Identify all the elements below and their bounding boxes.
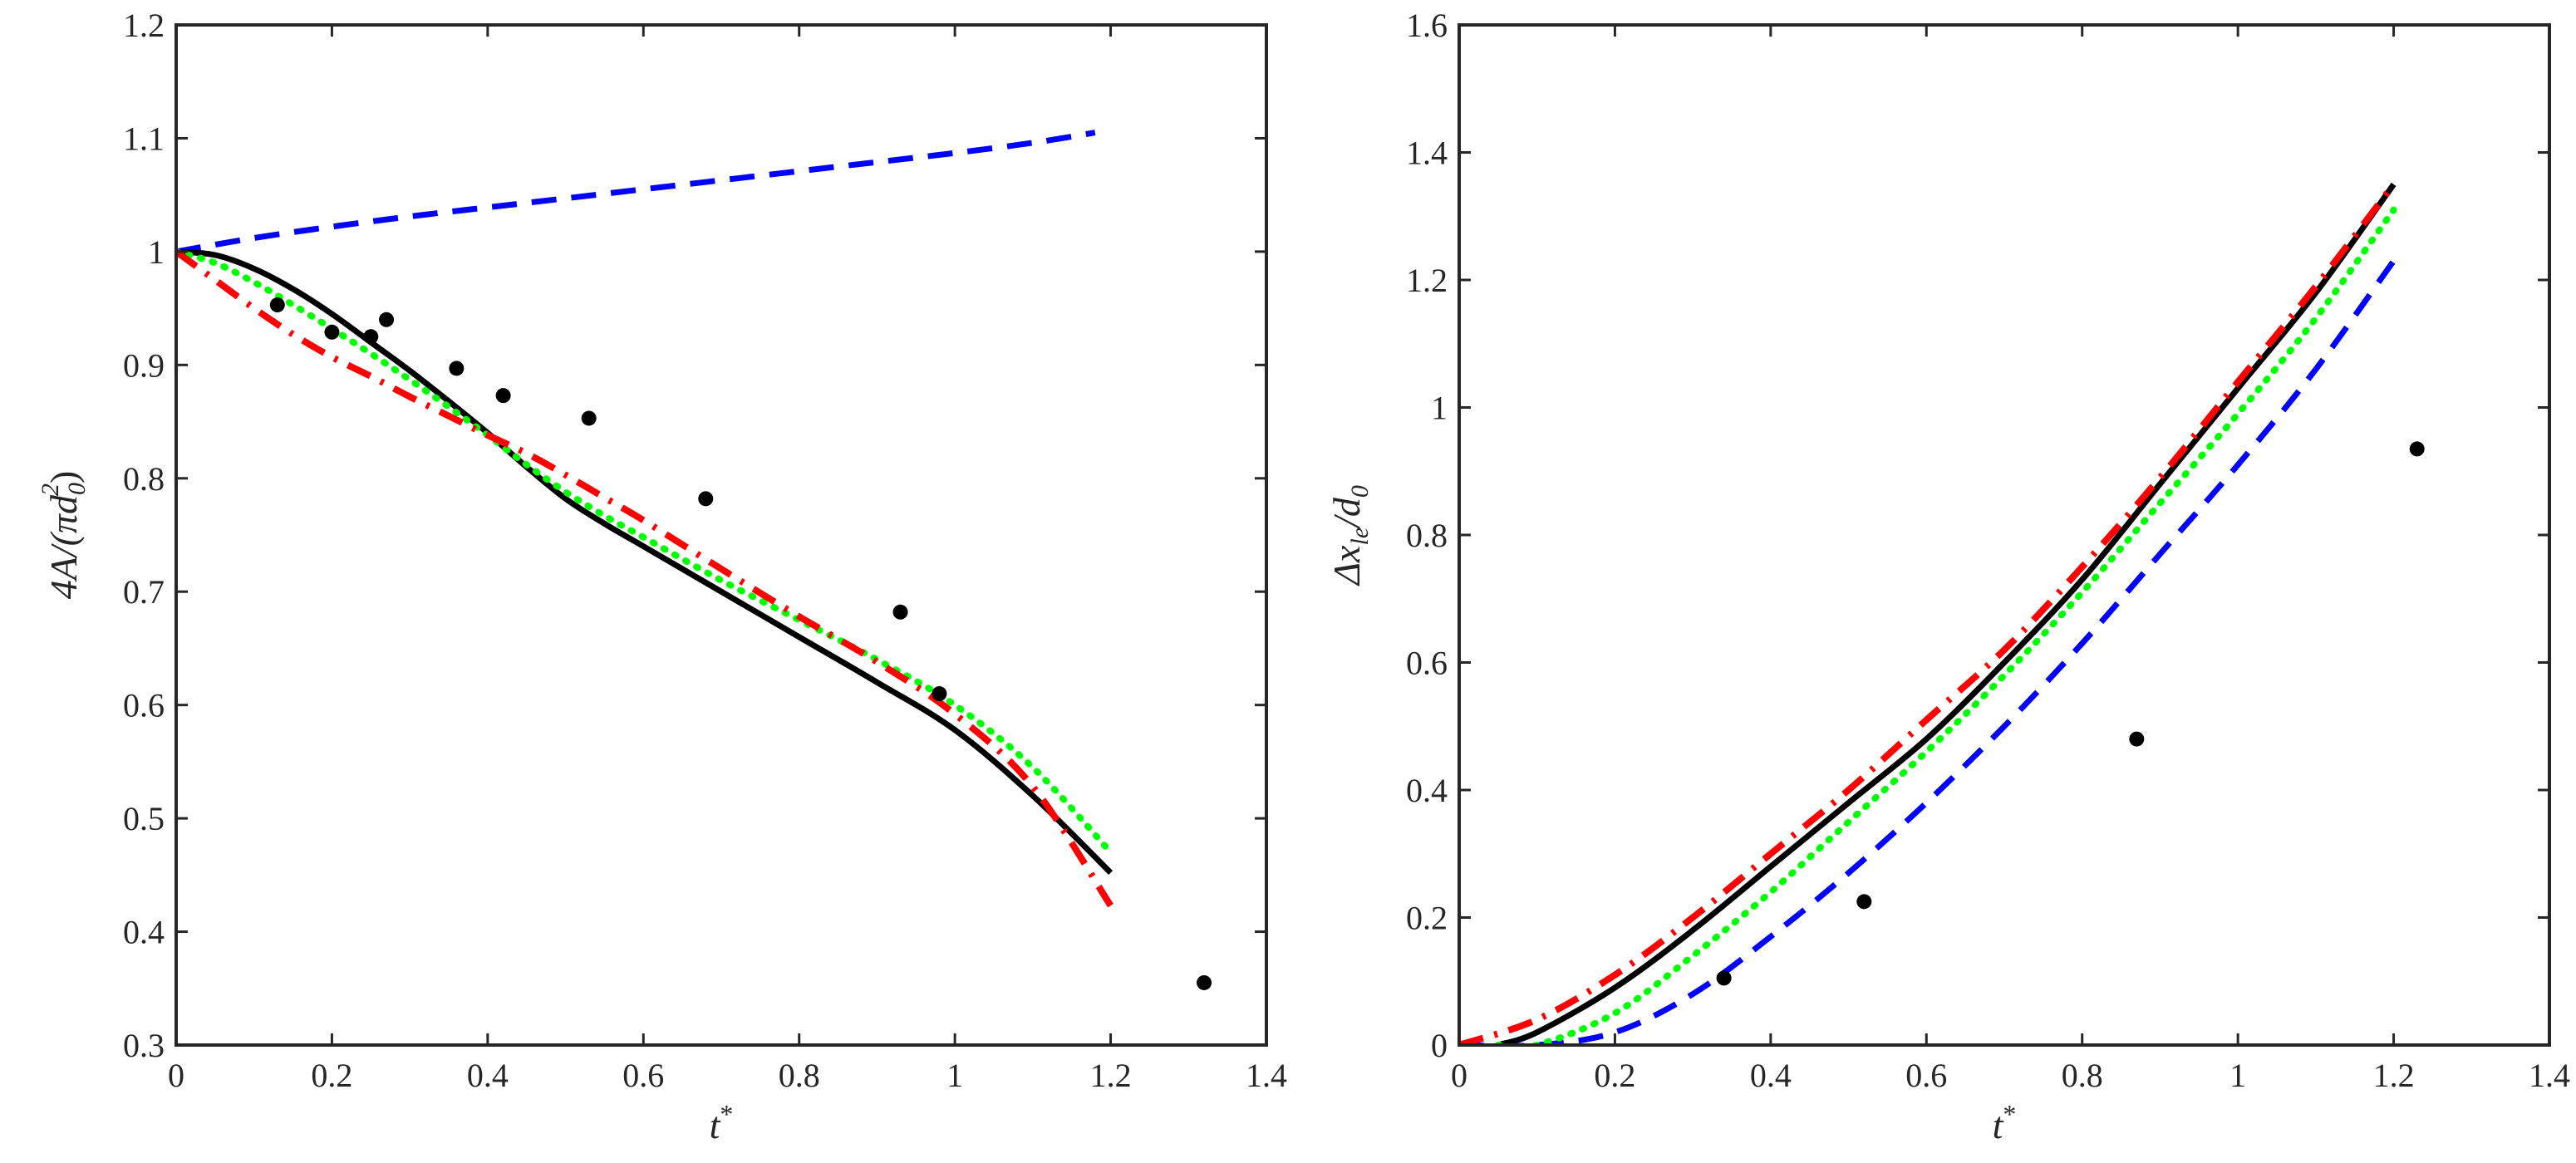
experimental-data-point (379, 312, 395, 327)
experimental-data-point (581, 410, 597, 426)
y-tick-label: 1 (148, 233, 165, 271)
series-line-black-solid (176, 248, 1113, 876)
x-tick-label: 0.8 (779, 1057, 820, 1094)
y-tick-label: 1 (1431, 390, 1448, 427)
y-tick-label: 0.7 (123, 573, 165, 611)
x-tick-label: 0 (1451, 1057, 1467, 1094)
experimental-data-point (892, 604, 908, 620)
y-tick-label: 0.2 (1406, 900, 1448, 937)
x-tick-label: 0.4 (467, 1057, 509, 1094)
experimental-data-point (449, 361, 465, 376)
axes-frame (1458, 23, 2551, 1047)
y-tick-label: 1.4 (1406, 135, 1448, 172)
y-tick-label: 0.6 (1406, 645, 1448, 682)
y-tick-label: 0.8 (123, 460, 165, 498)
series-line-green-dotted (176, 248, 1114, 856)
x-tick-label: 1.2 (2373, 1057, 2415, 1094)
y-tick-label: 0 (1431, 1027, 1448, 1064)
y-tick-label: 1.2 (123, 7, 165, 44)
x-tick-label: 1 (946, 1057, 963, 1094)
x-tick-label: 0.4 (1750, 1057, 1792, 1094)
y-axis-label: Δxle/d0 (1325, 485, 1374, 586)
x-tick-label: 1.4 (1246, 1057, 1287, 1094)
experimental-data-point (269, 297, 285, 313)
series-line-black-solid (1497, 182, 2397, 1045)
series-line-green-dotted (1494, 206, 2397, 1045)
y-tick-label: 1.2 (1406, 262, 1448, 299)
y-tick-label: 0.6 (123, 687, 165, 724)
left-chart-panel: 0 0.2 0.4 0.6 0.8 1 1.2 1.4 0.3 0.4 0.5 0.6 0.7 0.8 0.… (37, 7, 1287, 1146)
y-axis-label: 4A/(πd02) (37, 471, 91, 600)
y-tick-label: 0.8 (1406, 517, 1448, 554)
experimental-data-point (1716, 970, 1732, 986)
series-line-red-dashdot (1459, 182, 2397, 1045)
x-tick-label: 0.8 (2062, 1057, 2103, 1094)
y-tick-label: 1.6 (1406, 7, 1448, 44)
experimental-data-point (495, 388, 511, 404)
experimental-data-point (932, 686, 947, 702)
y-tick-label: 0.4 (123, 914, 165, 951)
experimental-data-point (2129, 731, 2145, 747)
experimental-data-point (698, 491, 714, 507)
experimental-data-point (1197, 974, 1212, 990)
right-chart-panel: 0 0.2 0.4 0.6 0.8 1 1.2 1.4 0 0.2 0.4 0.6 0.8 1 1.2 1.4… (1325, 7, 2570, 1146)
experimental-data-point (1856, 894, 1872, 910)
series-line-blue-dashed (176, 130, 1096, 255)
y-tick-label: 0.4 (1406, 772, 1448, 809)
y-tick-label: 1.1 (123, 120, 165, 157)
experimental-data-point (324, 324, 340, 340)
series-line-red-dashdot (176, 248, 1113, 908)
x-tick-label: 1.4 (2529, 1057, 2570, 1094)
x-tick-label: 0.2 (1594, 1057, 1635, 1094)
y-tick-label: 0.9 (123, 346, 165, 384)
experimental-data-point (2409, 441, 2425, 457)
x-axis-label: t* (710, 1099, 734, 1146)
series-group (1459, 182, 2397, 1045)
y-tick-label: 0.5 (123, 800, 165, 837)
y-tick-label: 0.3 (123, 1027, 165, 1064)
x-tick-label: 0 (168, 1057, 184, 1094)
x-axis-label: t* (1993, 1099, 2017, 1146)
x-tick-label: 1 (2229, 1057, 2246, 1094)
x-tick-label: 0.6 (1905, 1057, 1947, 1094)
series-group (176, 130, 1114, 908)
x-tick-label: 0.6 (622, 1057, 664, 1094)
axes-frame (175, 23, 1268, 1047)
x-tick-label: 1.2 (1090, 1057, 1132, 1094)
x-tick-label: 0.2 (311, 1057, 352, 1094)
series-line-blue-dashed (1459, 258, 2397, 1045)
experimental-data-point (363, 329, 379, 345)
